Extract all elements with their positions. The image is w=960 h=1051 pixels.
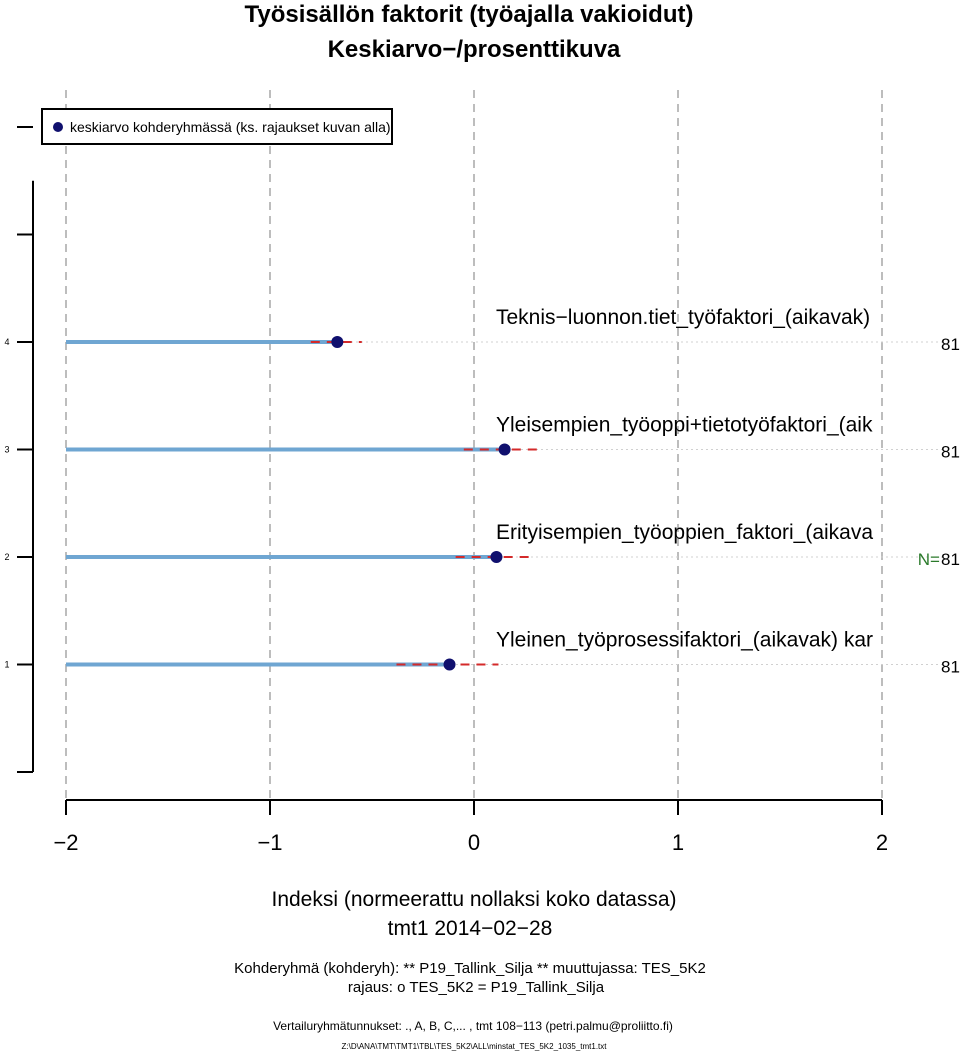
row-label: Yleinen_työprosessifaktori_(aikavak) kar [496, 629, 873, 652]
y-tick-label: 2 [4, 552, 9, 562]
n-prefix-label: N= [918, 550, 940, 569]
x-tick-label: 1 [672, 830, 684, 855]
x-axis-label: Indeksi (normeerattu nollaksi koko datas… [271, 888, 676, 911]
mean-point [498, 443, 511, 456]
data-row: Erityisempien_työoppien_faktori_(aikava N… [66, 521, 960, 569]
x-tick-label: −1 [257, 830, 282, 855]
rows-layer: Teknis−luonnon.tiet_työfaktori_(aikavak)… [66, 306, 960, 677]
chart-title: Työsisällön faktorit (työajalla vakioidu… [245, 1, 694, 28]
mean-point [331, 336, 344, 348]
row-label: Erityisempien_työoppien_faktori_(aikava [496, 521, 873, 544]
chart-subtitle: Keskiarvo−/prosenttikuva [328, 36, 621, 63]
data-row: Yleinen_työprosessifaktori_(aikavak) kar… [66, 629, 960, 677]
data-row: Yleisempien_työoppi+tietotyöfaktori_(aik… [66, 414, 960, 462]
footer-line-2: rajaus: o TES_5K2 = P19_Tallink_Silja [348, 979, 605, 996]
n-value-label: 81 [941, 658, 960, 677]
axis-layer: −2 −1 0 1 2 1 2 3 4 [4, 126, 888, 855]
y-tick-label: 1 [4, 660, 9, 670]
x-tick-label: 0 [468, 830, 480, 855]
y-tick-label: 4 [4, 337, 9, 347]
row-label: Yleisempien_työoppi+tietotyöfaktori_(aik [496, 414, 873, 437]
n-value-label: 81 [941, 550, 960, 569]
legend-entry: keskiarvo kohderyhmässä (ks. rajaukset k… [70, 119, 391, 135]
n-value-label: 81 [941, 335, 960, 354]
y-tick-label: 3 [4, 445, 9, 455]
legend-box [41, 108, 393, 145]
data-row: Teknis−luonnon.tiet_työfaktori_(aikavak)… [66, 306, 960, 354]
legend-point-marker [53, 122, 63, 132]
footer-line-4: Z:\D\ANA\TMT\TMT1\TBL\TES_5K2\ALL\minsta… [342, 1042, 608, 1051]
x-tick-label: 2 [876, 830, 888, 855]
x-tick-label: −2 [53, 830, 78, 855]
footer-line-3: Vertailuryhmätunnukset: ., A, B, C,... ,… [273, 1019, 673, 1033]
row-label: Teknis−luonnon.tiet_työfaktori_(aikavak) [496, 306, 870, 329]
legend: keskiarvo kohderyhmässä (ks. rajaukset k… [41, 108, 393, 145]
x-axis-label-2: tmt1 2014−02−28 [388, 917, 553, 940]
mean-point [443, 658, 456, 671]
mean-point [490, 551, 503, 563]
n-value-label: 81 [941, 443, 960, 462]
footer-line-1: Kohderyhmä (kohderyh): ** P19_Tallink_Si… [234, 960, 706, 977]
